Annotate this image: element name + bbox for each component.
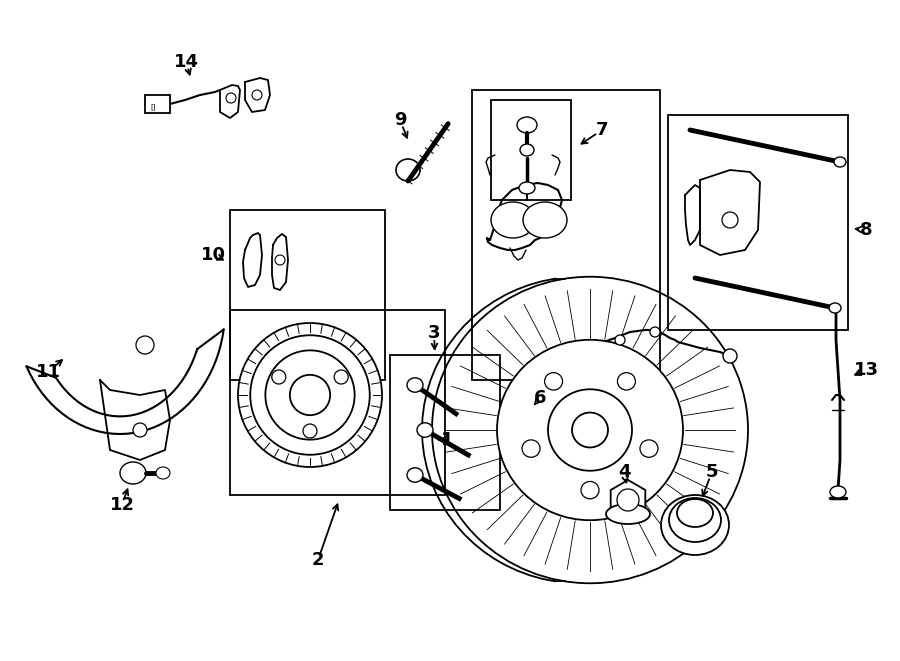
Text: 4: 4 (617, 463, 630, 481)
Ellipse shape (432, 277, 748, 583)
Ellipse shape (661, 495, 729, 555)
Ellipse shape (252, 90, 262, 100)
Ellipse shape (523, 202, 567, 238)
Text: 13: 13 (853, 361, 878, 379)
Ellipse shape (417, 423, 433, 437)
Text: 11: 11 (35, 363, 60, 381)
Text: 9: 9 (394, 111, 406, 129)
Text: 7: 7 (596, 121, 608, 139)
Ellipse shape (606, 504, 650, 524)
Ellipse shape (497, 340, 683, 520)
Ellipse shape (723, 349, 737, 363)
Ellipse shape (640, 440, 658, 457)
Ellipse shape (120, 462, 146, 484)
Text: 12: 12 (110, 496, 134, 514)
Bar (390, 355, 500, 510)
Text: []: [] (150, 104, 156, 110)
Text: 8: 8 (860, 221, 872, 239)
Ellipse shape (133, 423, 147, 437)
Text: 3: 3 (428, 324, 440, 342)
Text: 1: 1 (441, 431, 454, 449)
Text: 14: 14 (174, 53, 199, 71)
Ellipse shape (407, 468, 423, 483)
Ellipse shape (407, 378, 423, 392)
Ellipse shape (266, 350, 355, 440)
Ellipse shape (615, 335, 625, 345)
Ellipse shape (669, 498, 721, 542)
Ellipse shape (617, 373, 635, 390)
Text: 10: 10 (201, 246, 226, 264)
Bar (230, 310, 445, 495)
Ellipse shape (250, 335, 370, 455)
Ellipse shape (519, 182, 535, 194)
Bar (668, 115, 848, 330)
Ellipse shape (834, 157, 846, 167)
Ellipse shape (548, 389, 632, 471)
Ellipse shape (520, 144, 534, 156)
Ellipse shape (830, 486, 846, 498)
Ellipse shape (677, 499, 713, 527)
Ellipse shape (544, 373, 562, 390)
Text: 6: 6 (534, 389, 546, 407)
Text: 5: 5 (706, 463, 718, 481)
Ellipse shape (226, 93, 236, 103)
Ellipse shape (334, 370, 348, 384)
Ellipse shape (156, 467, 170, 479)
Ellipse shape (617, 489, 639, 511)
Ellipse shape (650, 327, 660, 337)
Ellipse shape (290, 375, 330, 415)
Ellipse shape (303, 424, 317, 438)
Bar (230, 210, 385, 380)
Ellipse shape (396, 159, 420, 181)
Bar (145, 95, 170, 113)
Ellipse shape (829, 303, 841, 313)
Ellipse shape (272, 370, 286, 384)
Bar (472, 90, 660, 380)
Ellipse shape (275, 255, 285, 265)
Ellipse shape (522, 440, 540, 457)
Ellipse shape (136, 336, 154, 354)
Ellipse shape (491, 202, 535, 238)
Ellipse shape (517, 117, 537, 133)
Ellipse shape (572, 412, 608, 447)
Ellipse shape (581, 481, 599, 499)
Text: 2: 2 (311, 551, 324, 569)
Bar (491, 100, 571, 200)
Ellipse shape (238, 323, 382, 467)
Ellipse shape (722, 212, 738, 228)
